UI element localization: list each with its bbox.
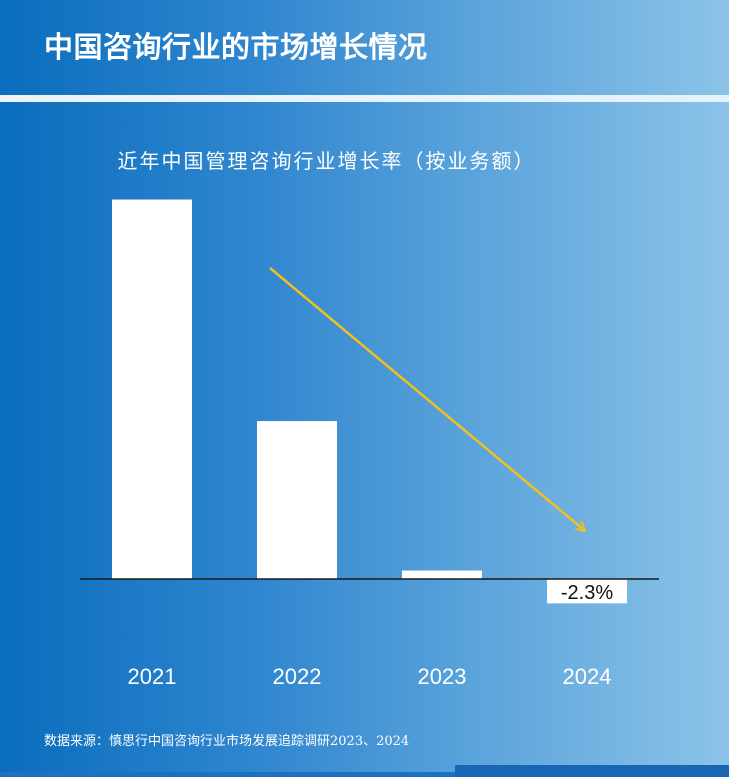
x-tick-label-2022: 2022	[273, 664, 322, 689]
x-tick-label-2021: 2021	[128, 664, 177, 689]
x-tick-label-2023: 2023	[418, 664, 467, 689]
chart-title: 近年中国管理咨询行业增长率（按业务额）	[117, 149, 536, 173]
page-title: 中国咨询行业的市场增长情况	[44, 30, 428, 64]
x-tick-label-2024: 2024	[563, 664, 612, 689]
bottom-strip	[0, 772, 729, 777]
source-note: 数据来源：慎思行中国咨询行业市场发展追踪调研2023、2024	[44, 734, 410, 749]
bar-2024	[547, 579, 627, 604]
bar-2022	[257, 421, 337, 579]
bottom-strip-accent	[455, 765, 729, 777]
data-label-2024: -2.3%	[561, 582, 613, 604]
trend-arrow	[269, 267, 584, 530]
bar-2021	[112, 199, 192, 579]
header-divider	[0, 95, 729, 102]
bar-2023	[402, 570, 482, 579]
